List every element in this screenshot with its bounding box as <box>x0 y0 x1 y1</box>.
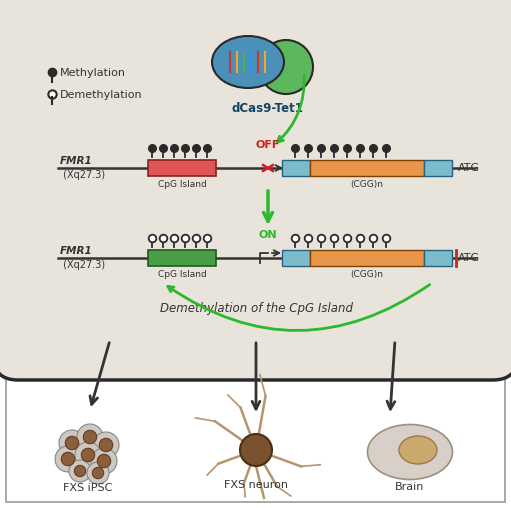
Text: (CGG)n: (CGG)n <box>351 270 383 279</box>
Circle shape <box>259 40 313 94</box>
Text: (CGG)n: (CGG)n <box>351 180 383 189</box>
Circle shape <box>75 442 101 468</box>
Ellipse shape <box>367 425 453 480</box>
Text: (Xq27.3): (Xq27.3) <box>60 170 105 180</box>
Circle shape <box>55 446 81 472</box>
Text: FXS neuron: FXS neuron <box>224 480 288 490</box>
Circle shape <box>77 424 103 450</box>
Circle shape <box>97 454 111 468</box>
Text: Demethylation: Demethylation <box>60 90 143 100</box>
Circle shape <box>81 448 95 462</box>
Text: ATG: ATG <box>458 253 480 263</box>
Text: OFF: OFF <box>256 140 280 150</box>
Ellipse shape <box>399 436 437 464</box>
Bar <box>310 250 424 266</box>
Text: CpG Island: CpG Island <box>157 180 206 189</box>
Text: Demethylation of the CpG Island: Demethylation of the CpG Island <box>159 302 353 315</box>
Circle shape <box>59 430 85 456</box>
Text: FMR1: FMR1 <box>60 156 93 166</box>
Bar <box>148 250 216 266</box>
Circle shape <box>99 438 113 452</box>
Circle shape <box>65 436 79 450</box>
FancyBboxPatch shape <box>0 0 511 380</box>
Circle shape <box>87 462 109 484</box>
Circle shape <box>61 452 75 466</box>
Circle shape <box>74 465 86 477</box>
Text: FMR1: FMR1 <box>60 246 93 256</box>
Ellipse shape <box>212 36 284 88</box>
Circle shape <box>240 434 272 466</box>
Text: (Xq27.3): (Xq27.3) <box>60 260 105 270</box>
Circle shape <box>83 430 97 444</box>
Bar <box>310 160 424 176</box>
Bar <box>282 250 310 266</box>
Text: ATG: ATG <box>458 163 480 173</box>
Bar <box>282 160 310 176</box>
Circle shape <box>91 448 117 474</box>
Text: FXS iPSC: FXS iPSC <box>63 483 113 493</box>
FancyBboxPatch shape <box>6 6 505 502</box>
Bar <box>424 250 452 266</box>
Bar <box>148 160 216 176</box>
Text: dCas9-Tet1: dCas9-Tet1 <box>231 102 303 115</box>
Circle shape <box>93 432 119 458</box>
Text: Methylation: Methylation <box>60 68 126 78</box>
Text: Brain: Brain <box>396 482 425 492</box>
Circle shape <box>92 467 104 479</box>
Bar <box>424 160 452 176</box>
Text: CpG Island: CpG Island <box>157 270 206 279</box>
Text: ON: ON <box>259 230 277 240</box>
Circle shape <box>69 460 91 482</box>
